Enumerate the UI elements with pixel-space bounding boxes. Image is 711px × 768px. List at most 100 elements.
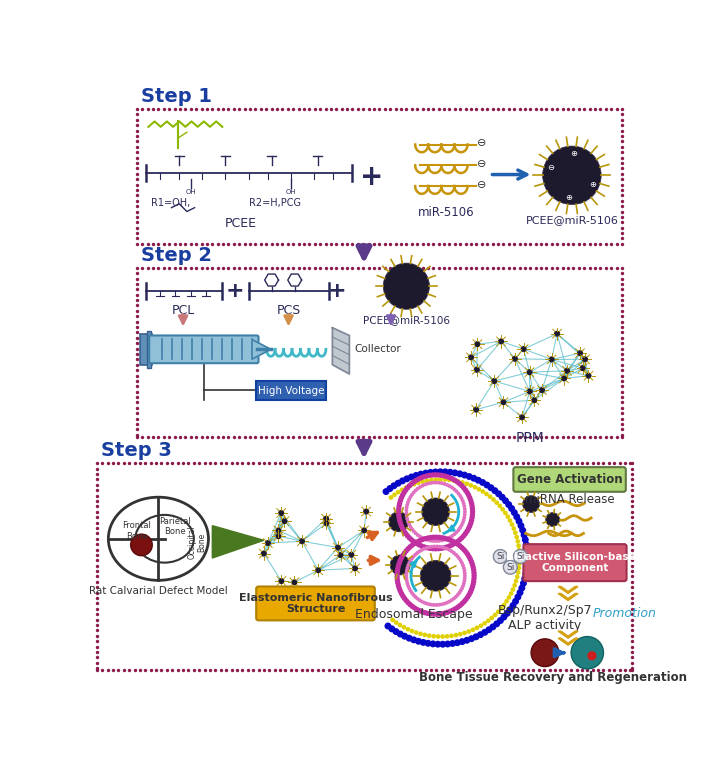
Circle shape xyxy=(451,478,456,483)
Circle shape xyxy=(445,536,450,541)
Circle shape xyxy=(468,635,475,642)
Point xyxy=(218,103,229,115)
Point xyxy=(266,431,277,443)
Circle shape xyxy=(456,479,461,484)
Point xyxy=(196,431,207,443)
Point xyxy=(298,238,309,250)
Point xyxy=(131,162,142,174)
Point xyxy=(91,624,102,637)
Point xyxy=(239,262,250,274)
Point xyxy=(131,391,142,403)
Circle shape xyxy=(523,565,530,572)
Circle shape xyxy=(471,570,476,575)
Circle shape xyxy=(497,617,504,624)
Circle shape xyxy=(383,263,429,310)
Circle shape xyxy=(456,528,460,532)
Point xyxy=(460,238,471,250)
Circle shape xyxy=(450,607,456,613)
Circle shape xyxy=(496,610,501,614)
Circle shape xyxy=(464,482,469,486)
Point xyxy=(301,457,313,469)
Point xyxy=(616,429,628,441)
Circle shape xyxy=(510,522,514,527)
Point xyxy=(511,664,523,676)
Circle shape xyxy=(414,478,419,483)
Circle shape xyxy=(434,641,442,647)
Circle shape xyxy=(405,566,410,570)
Circle shape xyxy=(412,554,415,558)
Point xyxy=(616,431,628,443)
Point xyxy=(390,103,401,115)
Point xyxy=(368,238,380,250)
Point xyxy=(309,431,321,443)
Circle shape xyxy=(324,520,329,526)
Circle shape xyxy=(469,501,474,506)
Point xyxy=(463,664,474,676)
Point xyxy=(377,664,388,676)
Circle shape xyxy=(408,525,412,528)
Point xyxy=(469,664,480,676)
Point xyxy=(616,412,628,425)
Text: +: + xyxy=(226,281,245,301)
Point xyxy=(626,614,638,626)
Point xyxy=(112,664,124,676)
Text: ⊖: ⊖ xyxy=(477,138,486,148)
Point xyxy=(626,457,638,469)
Point xyxy=(131,380,142,392)
Point xyxy=(277,431,288,443)
Point xyxy=(360,664,372,676)
Circle shape xyxy=(465,551,470,557)
Point xyxy=(465,103,476,115)
Point xyxy=(220,457,232,469)
Point xyxy=(479,664,491,676)
Point xyxy=(231,664,242,676)
Point xyxy=(368,431,380,443)
Point xyxy=(626,630,638,642)
Point xyxy=(616,238,628,250)
Circle shape xyxy=(405,514,409,518)
Point xyxy=(606,431,617,443)
Circle shape xyxy=(457,538,462,543)
Point xyxy=(412,262,423,274)
Point xyxy=(245,103,256,115)
Circle shape xyxy=(564,368,570,374)
Point xyxy=(383,664,394,676)
Circle shape xyxy=(434,535,439,540)
Circle shape xyxy=(425,611,431,616)
Point xyxy=(218,262,229,274)
Circle shape xyxy=(426,482,430,485)
Point xyxy=(626,538,638,551)
Point xyxy=(395,262,407,274)
Point xyxy=(347,262,358,274)
Point xyxy=(625,457,636,469)
Point xyxy=(234,431,245,443)
Point xyxy=(274,457,286,469)
Point xyxy=(626,635,638,647)
Point xyxy=(142,103,154,115)
Point xyxy=(517,457,528,469)
Point xyxy=(336,431,348,443)
Point xyxy=(185,103,196,115)
Point xyxy=(422,238,434,250)
Circle shape xyxy=(521,575,528,582)
Circle shape xyxy=(516,570,520,574)
Point xyxy=(306,457,318,469)
Polygon shape xyxy=(558,587,578,594)
Circle shape xyxy=(264,540,271,546)
Point xyxy=(250,262,261,274)
Text: Elastomeric Nanofibrous
Structure: Elastomeric Nanofibrous Structure xyxy=(239,593,392,614)
Circle shape xyxy=(422,545,427,550)
Circle shape xyxy=(443,482,447,486)
Point xyxy=(519,431,530,443)
Point xyxy=(565,664,577,676)
Point xyxy=(406,103,417,115)
Point xyxy=(91,598,102,610)
Point xyxy=(204,664,215,676)
Point xyxy=(498,103,509,115)
Point xyxy=(191,238,202,250)
Point xyxy=(339,457,351,469)
Point xyxy=(616,178,628,190)
Circle shape xyxy=(440,538,444,542)
Circle shape xyxy=(397,515,402,520)
Circle shape xyxy=(504,599,509,604)
